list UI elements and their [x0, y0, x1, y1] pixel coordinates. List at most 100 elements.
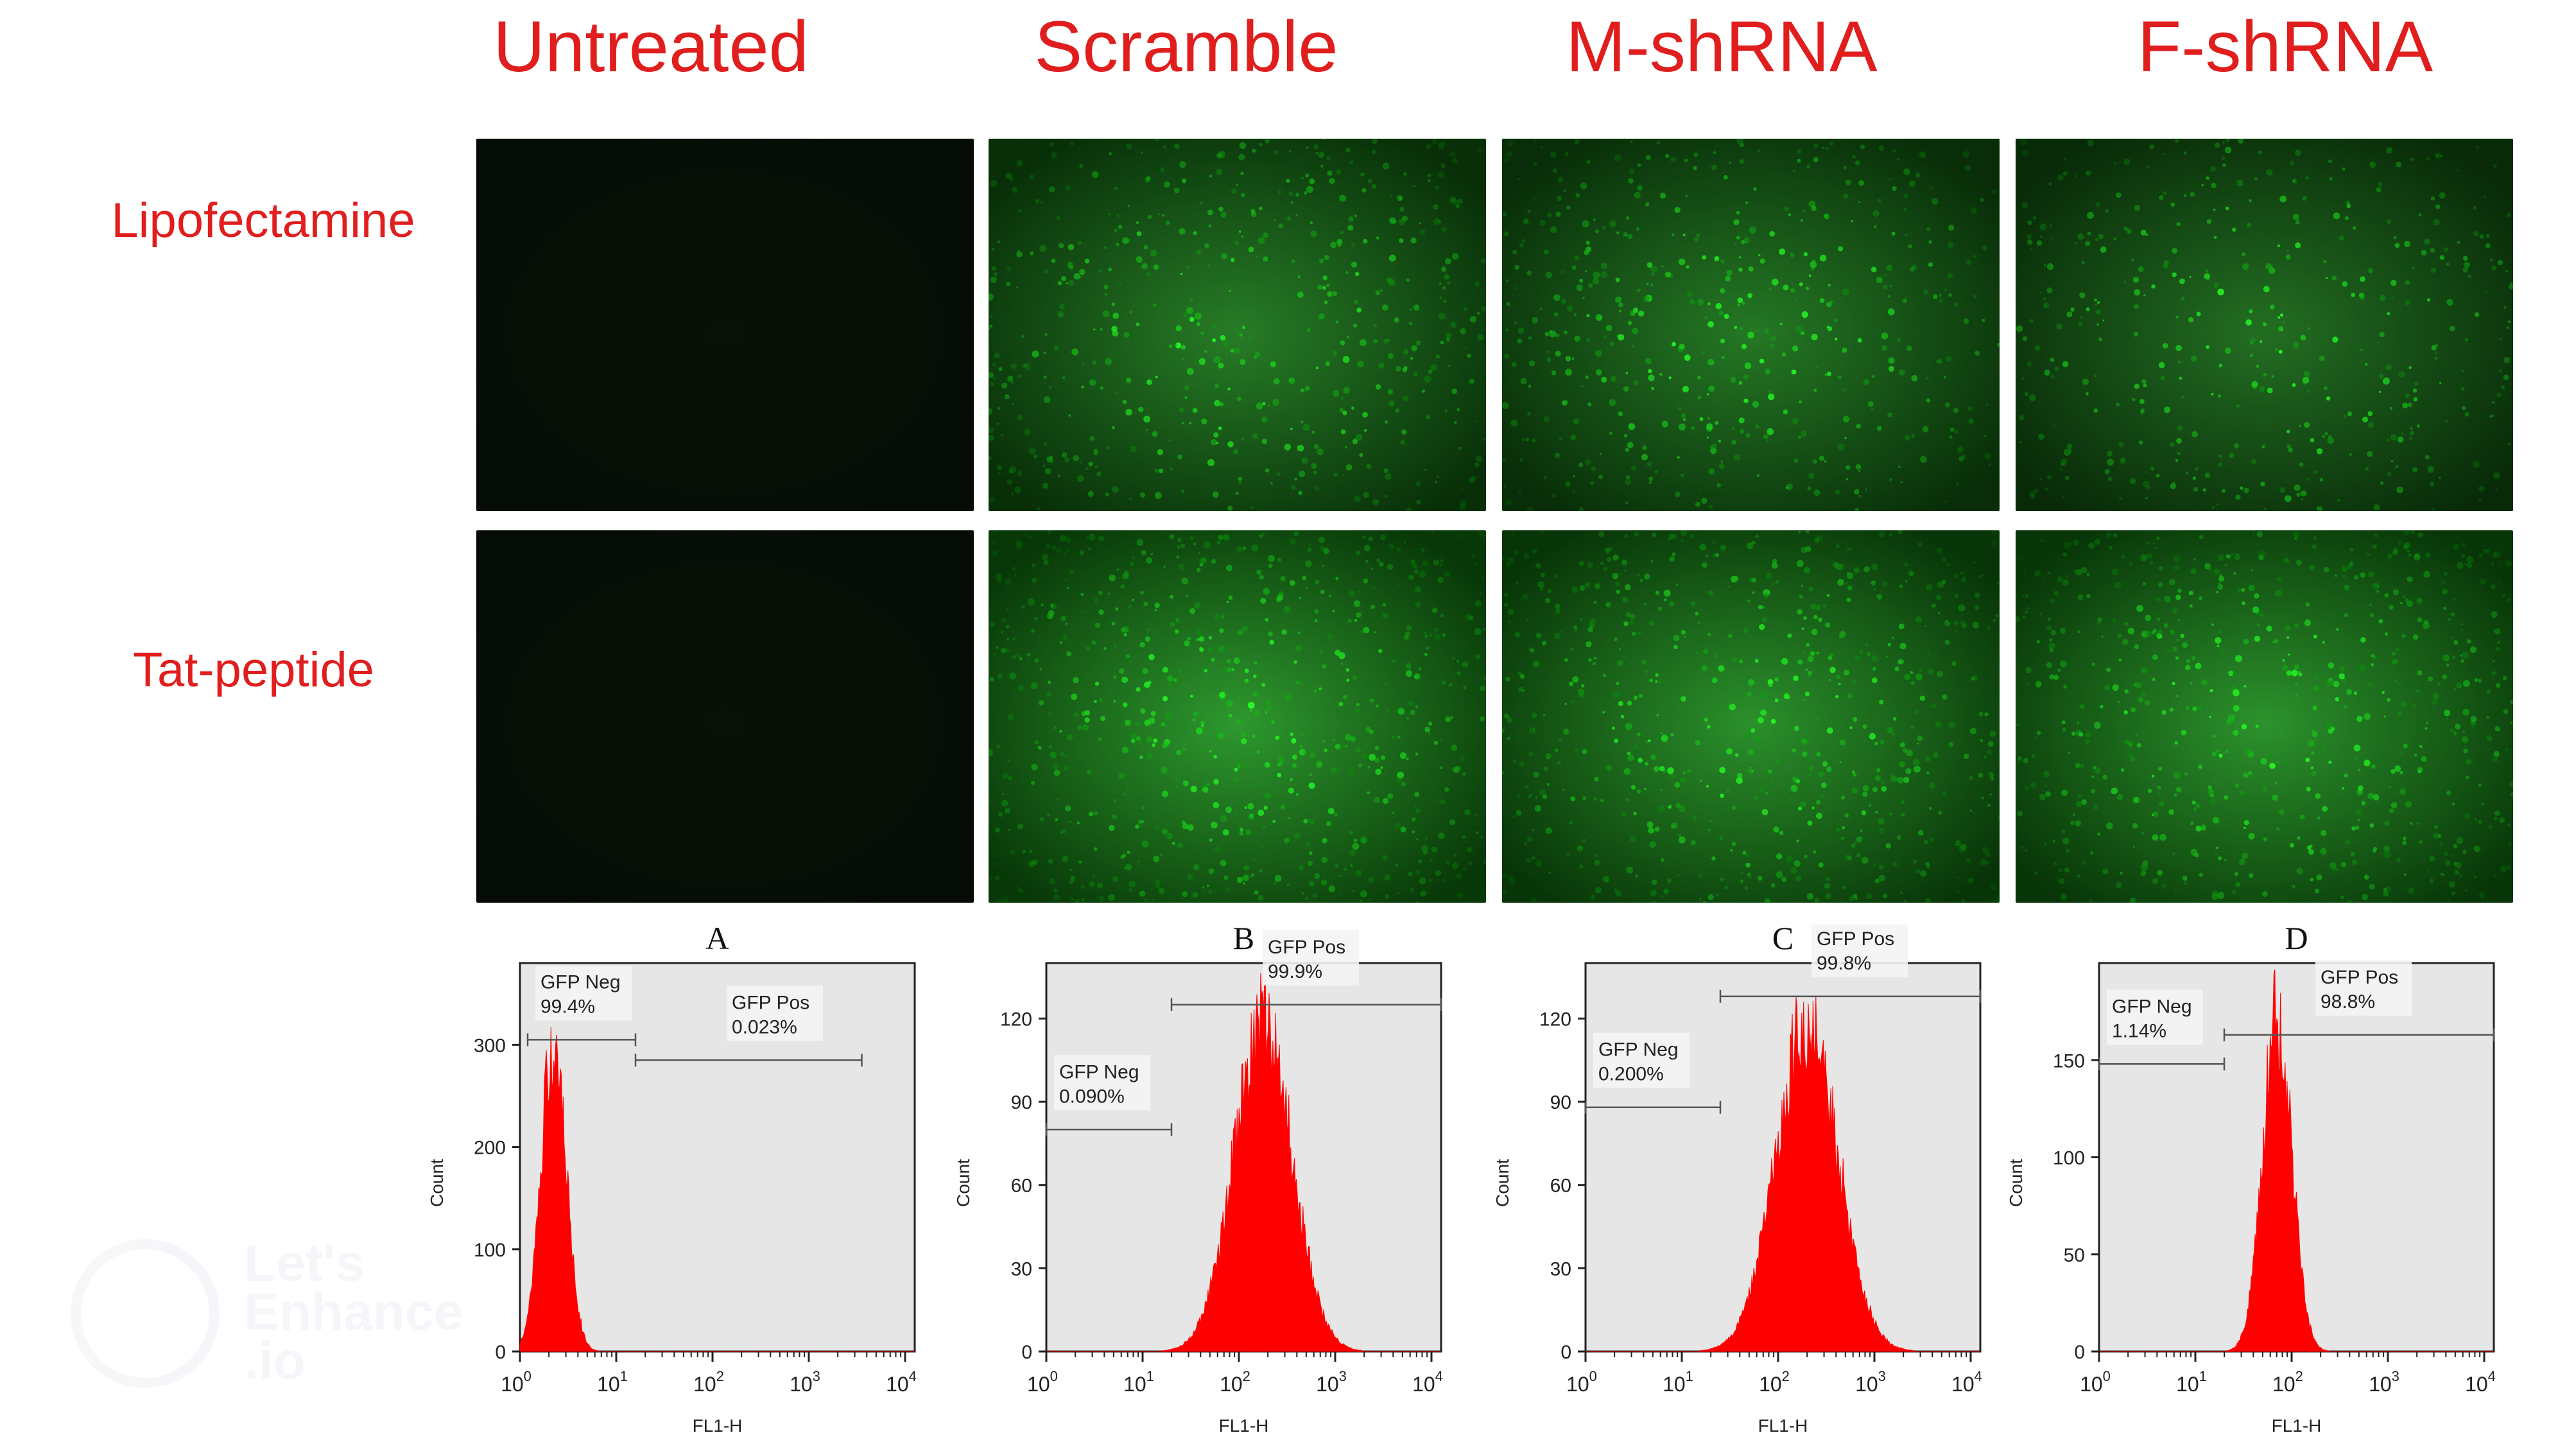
gate-name: GFP Neg	[540, 971, 621, 993]
gate-name: GFP Neg	[2112, 996, 2192, 1017]
x-tick-label: 104	[2465, 1368, 2496, 1396]
micrograph-lipofectamine-m-shrna	[1502, 139, 2000, 511]
gate-value: 99.4%	[540, 996, 595, 1017]
y-tick-label: 30	[1550, 1258, 1571, 1280]
watermark-logo: Let's Enhance .io	[71, 1237, 463, 1393]
gate-name: GFP Pos	[1817, 928, 1894, 950]
gate-value: 0.200%	[1598, 1064, 1664, 1085]
y-axis-label: Count	[427, 1159, 447, 1207]
x-tick-label: 102	[2272, 1368, 2303, 1396]
x-axis-label: FL1-H	[1758, 1416, 1808, 1436]
histogram-area	[1586, 996, 1980, 1352]
x-axis-label: FL1-H	[2272, 1416, 2322, 1436]
y-axis-label: Count	[953, 1159, 973, 1207]
gate-label-box	[1593, 1032, 1690, 1088]
gate-value: 0.023%	[732, 1016, 797, 1038]
column-title-untreated: Untreated	[493, 6, 809, 87]
x-tick-label: 101	[597, 1368, 628, 1396]
x-tick-label: 103	[1855, 1368, 1886, 1396]
y-tick-label: 0	[1560, 1342, 1571, 1363]
column-title-scramble: Scramble	[1034, 6, 1338, 87]
histogram-area	[2099, 969, 2494, 1352]
y-tick-label: 200	[474, 1138, 506, 1159]
panel-label: B	[1233, 925, 1254, 956]
x-tick-label: 103	[1316, 1368, 1347, 1396]
histogram-area	[1046, 973, 1441, 1352]
gate-label-box	[535, 965, 632, 1021]
watermark-circle-icon	[71, 1239, 220, 1388]
y-tick-label: 90	[1011, 1092, 1032, 1113]
micrograph-lipofectamine-scramble	[989, 139, 1486, 511]
gate-value: 99.8%	[1817, 953, 1871, 974]
y-tick-label: 60	[1011, 1176, 1032, 1197]
x-axis-label: FL1-H	[1219, 1416, 1269, 1436]
gate-name: GFP Pos	[2321, 967, 2398, 988]
gate-label-box	[2107, 989, 2203, 1045]
x-tick-label: 104	[1951, 1368, 1982, 1396]
x-tick-label: 102	[1220, 1368, 1250, 1396]
y-tick-label: 120	[1000, 1009, 1032, 1030]
gate-value: 0.090%	[1059, 1086, 1125, 1107]
x-tick-label: 101	[1123, 1368, 1154, 1396]
x-tick-label: 100	[501, 1368, 532, 1396]
micrograph-tat-peptide-untreated	[476, 530, 974, 903]
histogram-area	[519, 1027, 915, 1352]
y-tick-label: 90	[1550, 1092, 1571, 1113]
gate-label-box	[2315, 960, 2412, 1016]
panel-label: C	[1772, 925, 1794, 956]
gate-name: GFP Neg	[1598, 1039, 1679, 1061]
x-tick-label: 104	[1412, 1368, 1443, 1396]
column-title-f-shrna: F-shRNA	[2137, 6, 2433, 87]
x-tick-label: 103	[2369, 1368, 2399, 1396]
y-tick-label: 100	[2053, 1148, 2085, 1169]
y-axis-label: Count	[2006, 1159, 2026, 1207]
micrograph-lipofectamine-untreated	[476, 139, 974, 511]
y-tick-label: 0	[495, 1342, 506, 1363]
gate-label-box	[1054, 1055, 1150, 1111]
x-tick-label: 102	[693, 1368, 724, 1396]
histogram-d: D GFP Neg 1.14% GFP Pos 98.8% 0 50 100 150 100 101…	[1990, 925, 2555, 1451]
x-tick-label: 100	[1027, 1368, 1058, 1396]
y-axis-label: Count	[1492, 1159, 1512, 1207]
x-tick-label: 103	[790, 1368, 820, 1396]
panel-label: D	[2285, 925, 2308, 956]
gate-label-box	[1811, 925, 1908, 977]
x-tick-label: 102	[1759, 1368, 1790, 1396]
y-tick-label: 100	[474, 1240, 506, 1261]
micrograph-tat-peptide-f-shrna	[2016, 530, 2513, 903]
y-tick-label: 50	[2064, 1245, 2085, 1266]
panel-label: A	[705, 925, 729, 956]
y-tick-label: 0	[1021, 1342, 1032, 1363]
watermark-text: Let's Enhance .io	[244, 1234, 463, 1390]
gate-label-box	[727, 986, 823, 1041]
y-tick-label: 60	[1550, 1176, 1571, 1197]
y-tick-label: 150	[2053, 1050, 2085, 1072]
column-title-m-shrna: M-shRNA	[1566, 6, 1878, 87]
y-tick-label: 300	[474, 1035, 506, 1056]
gate-name: GFP Pos	[732, 992, 809, 1013]
y-tick-label: 30	[1011, 1258, 1032, 1280]
gate-value: 98.8%	[2321, 991, 2375, 1012]
x-axis-label: FL1-H	[693, 1416, 743, 1436]
gate-name: GFP Neg	[1059, 1061, 1139, 1082]
x-tick-label: 101	[2176, 1368, 2207, 1396]
micrograph-lipofectamine-f-shrna	[2016, 139, 2513, 511]
gate-name: GFP Pos	[1268, 937, 1345, 958]
histogram-b: B GFP Neg 0.090% GFP Pos 99.9% 0 30 60 90 120 100 1…	[937, 925, 1502, 1451]
gate-value: 99.9%	[1268, 961, 1322, 982]
x-tick-label: 101	[1663, 1368, 1693, 1396]
row-label-lipofectamine: Lipofectamine	[111, 193, 415, 248]
micrograph-tat-peptide-scramble	[989, 530, 1486, 903]
x-tick-label: 100	[1566, 1368, 1597, 1396]
y-tick-label: 0	[2074, 1342, 2085, 1363]
histogram-c: C GFP Neg 0.200% GFP Pos 99.8% 0 30 60 90 120 100 1…	[1476, 925, 2041, 1451]
x-tick-label: 104	[886, 1368, 917, 1396]
histogram-a: A GFP Neg 99.4% GFP Pos 0.023% 0 100 200 300 100 1…	[411, 925, 976, 1451]
gate-label-box	[1263, 930, 1359, 986]
x-tick-label: 100	[2080, 1368, 2111, 1396]
y-tick-label: 120	[1539, 1009, 1571, 1030]
micrograph-tat-peptide-m-shrna	[1502, 530, 2000, 903]
gate-value: 1.14%	[2112, 1020, 2166, 1041]
plot-area	[519, 962, 916, 1353]
row-label-tat-peptide: Tat-peptide	[132, 643, 375, 697]
